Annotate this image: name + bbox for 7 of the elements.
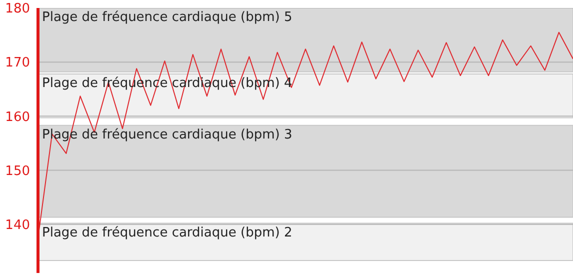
y-tick-label: 140 (5, 218, 30, 233)
band-label: Plage de fréquence cardiaque (bpm) 2 (42, 225, 292, 240)
y-tick-label: 160 (5, 110, 30, 125)
y-tick-label: 180 (5, 2, 30, 17)
y-tick-label: 150 (5, 164, 30, 179)
y-tick-label: 170 (5, 56, 30, 71)
band-label: Plage de fréquence cardiaque (bpm) 5 (42, 10, 292, 26)
